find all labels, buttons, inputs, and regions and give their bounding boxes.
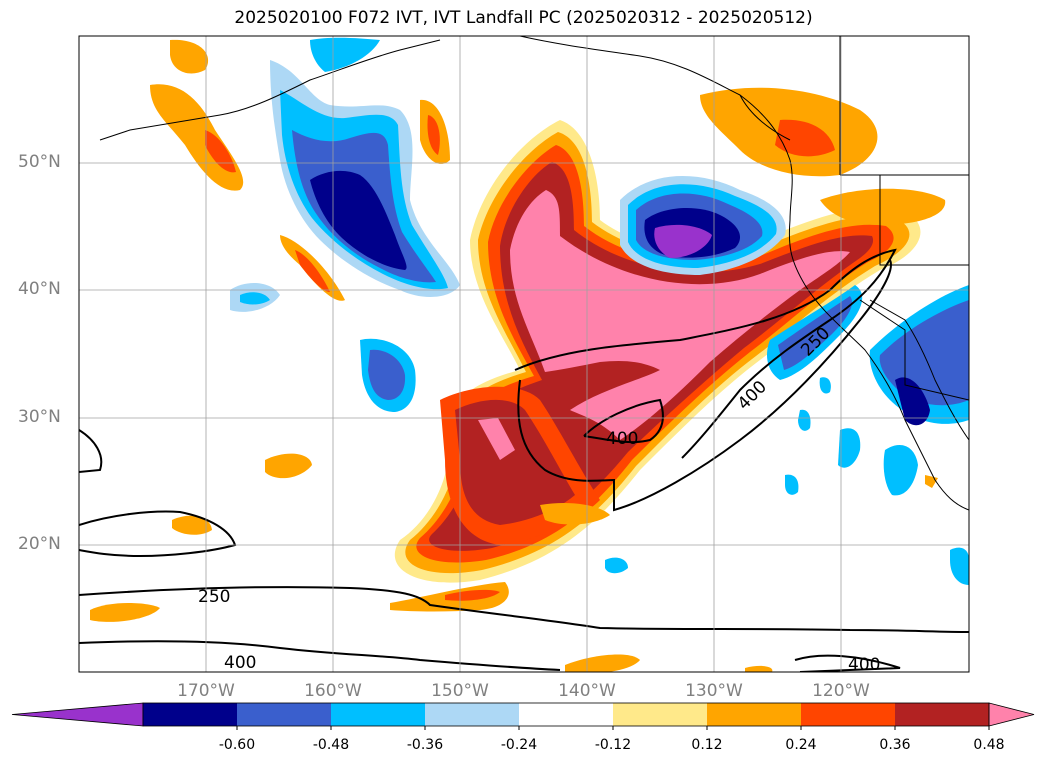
colorbar-frame [142,702,990,727]
contour-label: 250 [198,587,230,607]
colorbar-segment [143,703,238,726]
lon-label: 130°W [685,681,743,701]
lon-label: 160°W [304,681,362,701]
colorbar-tick-label: -0.24 [500,737,538,753]
colorbar-tick-label: 0.36 [879,737,911,753]
colorbar-segment [425,703,520,726]
lat-label: 40°N [18,279,61,299]
ivt-contours [79,248,969,672]
colorbar-segment [613,703,708,726]
lon-label: 150°W [431,681,489,701]
colorbar-extend-min [11,702,144,727]
colorbar [11,702,1035,730]
gridlines [79,36,969,672]
colorbar-tick-label: -0.60 [218,737,256,753]
map-frame [78,35,970,673]
colorbar-tick-label: -0.48 [312,737,350,753]
negative-anomaly-coastal [230,283,969,585]
colorbar-segment [237,703,332,726]
coastal-positive-band [700,87,946,225]
lon-label: 140°W [558,681,616,701]
colorbar-tick-label: -0.36 [406,737,444,753]
colorbar-segment [331,703,426,726]
lon-label: 120°W [812,681,870,701]
lon-label: 170°W [177,681,235,701]
coastline [99,36,969,511]
colorbar-segment [519,703,614,726]
lat-label: 20°N [18,534,61,554]
lat-label: 30°N [18,407,61,427]
negative-anomaly-central [620,176,786,275]
colorbar-segment [801,703,896,726]
small-positive-blobs [90,39,938,672]
contour-label: 400 [606,429,638,449]
contour-label: 400 [734,377,771,414]
negative-anomaly-northwest [270,37,460,297]
contour-label: 400 [224,653,256,673]
colorbar-extend-max [988,702,1035,727]
colorbar-tick-label: 0.24 [785,737,817,753]
contour-label: 400 [848,655,880,675]
colorbar-segment [707,703,802,726]
lat-label: 50°N [18,152,61,172]
colorbar-segment [895,703,990,726]
map-title: 2025020100 F072 IVT, IVT Landfall PC (20… [234,8,813,28]
colorbar-tick-label: 0.12 [691,737,723,753]
colorbar-tick-label: 0.48 [973,737,1005,753]
map-content: 250 400 400 400 250 400 [79,36,969,675]
colorbar-tick-label: -0.12 [594,737,632,753]
